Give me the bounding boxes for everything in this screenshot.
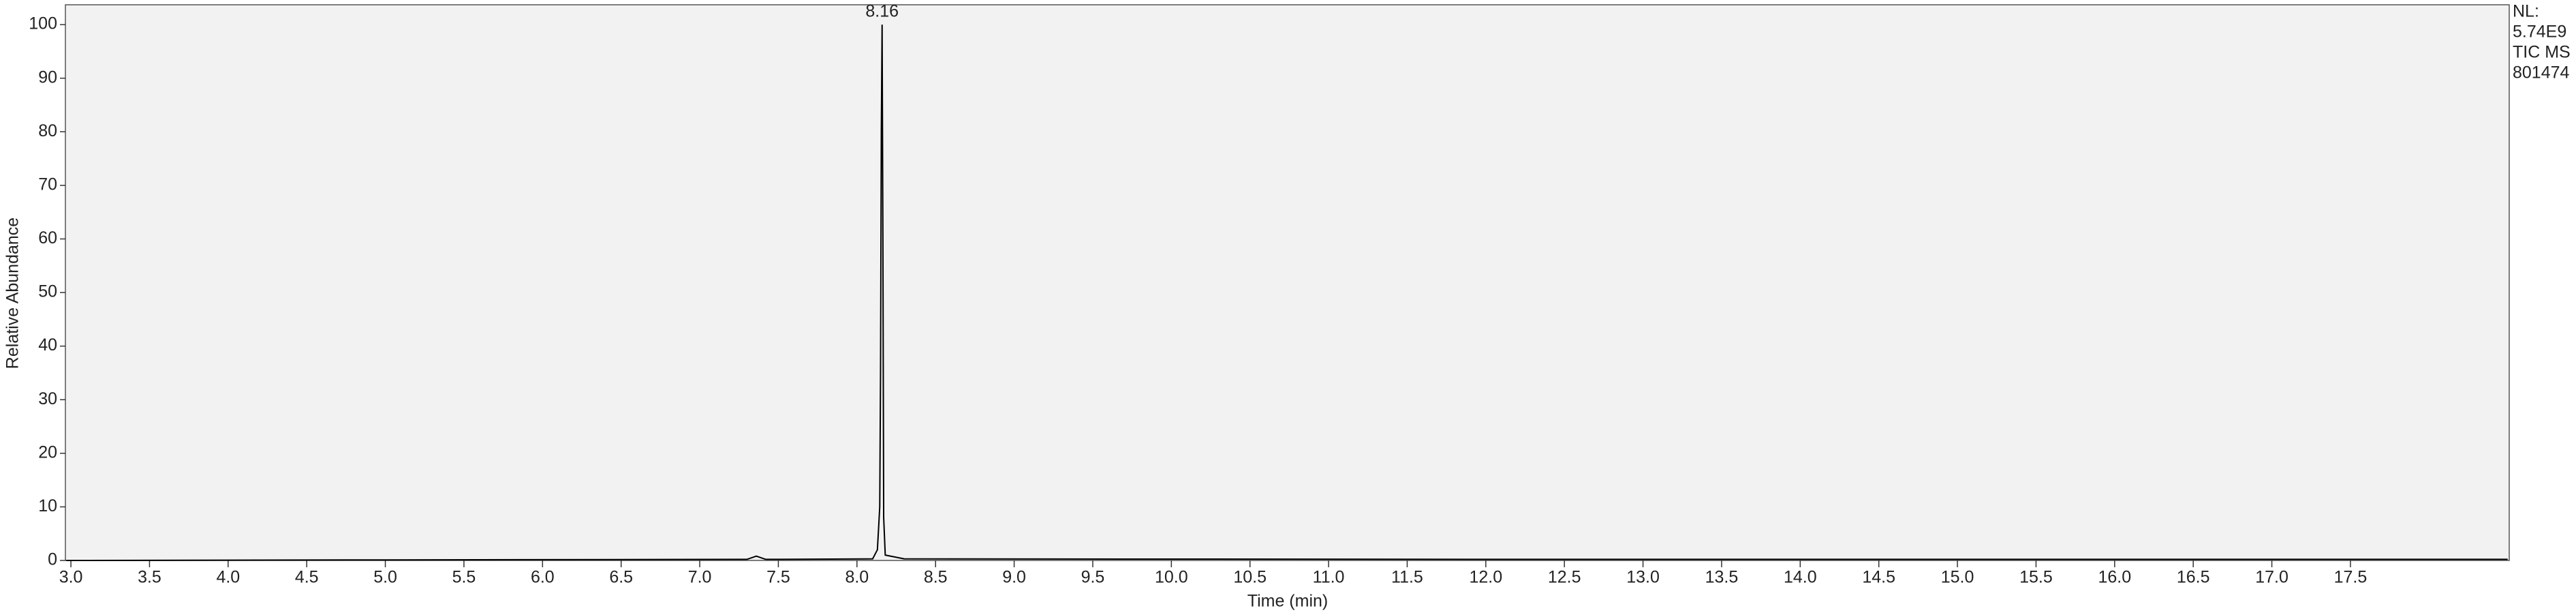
plot-area	[65, 4, 2510, 561]
x-tick-label: 14.5	[1862, 568, 1895, 587]
x-tick-label: 6.5	[609, 568, 633, 587]
x-tick-label: 16.0	[2098, 568, 2131, 587]
y-tick-label: 70	[38, 175, 57, 194]
info-text: 801474	[2513, 63, 2570, 82]
x-tick-label: 10.5	[1233, 568, 1267, 587]
x-tick-label: 15.0	[1941, 568, 1974, 587]
x-tick-label: 8.0	[845, 568, 869, 587]
x-tick-label: 13.5	[1705, 568, 1739, 587]
x-tick-label: 9.0	[1002, 568, 1026, 587]
trace	[66, 25, 2508, 561]
y-axis-label: Relative Abundance	[3, 217, 22, 369]
info-text: TIC MS	[2513, 43, 2571, 62]
x-tick-label: 9.5	[1081, 568, 1105, 587]
x-tick-label: 6.0	[531, 568, 555, 587]
x-tick-label: 4.0	[216, 568, 240, 587]
x-tick-label: 12.0	[1469, 568, 1502, 587]
x-tick-label: 17.5	[2334, 568, 2368, 587]
x-tick-label: 3.0	[59, 568, 83, 587]
x-tick-label: 3.5	[138, 568, 161, 587]
x-tick-label: 15.5	[2019, 568, 2053, 587]
x-tick-label: 17.0	[2255, 568, 2288, 587]
y-tick-label: 20	[38, 442, 57, 462]
y-tick-label: 90	[38, 68, 57, 87]
x-tick-label: 12.5	[1548, 568, 1581, 587]
x-tick-label: 4.5	[295, 568, 319, 587]
x-tick-label: 10.0	[1155, 568, 1188, 587]
info-text: NL:	[2513, 2, 2539, 21]
x-tick-label: 5.0	[373, 568, 397, 587]
y-tick-label: 60	[38, 228, 57, 247]
x-tick-label: 11.5	[1391, 568, 1423, 587]
y-tick-label: 80	[38, 121, 57, 140]
y-tick-label: 40	[38, 335, 57, 355]
x-tick-label: 7.5	[766, 568, 790, 587]
x-tick-label: 7.0	[688, 568, 712, 587]
x-tick-label: 16.5	[2177, 568, 2210, 587]
peak-label: 8.16	[865, 2, 899, 21]
info-text: 5.74E9	[2513, 22, 2566, 42]
x-tick-label: 14.0	[1784, 568, 1817, 587]
y-tick-label: 50	[38, 282, 57, 301]
y-tick-label: 0	[48, 550, 57, 569]
x-tick-label: 13.0	[1626, 568, 1660, 587]
x-axis-label: Time (min)	[1247, 592, 1329, 611]
y-tick-label: 10	[38, 496, 57, 515]
y-tick-label: 100	[29, 14, 57, 33]
x-tick-label: 8.5	[924, 568, 948, 587]
x-tick-label: 11.0	[1313, 568, 1345, 587]
x-tick-label: 5.5	[452, 568, 476, 587]
y-tick-label: 30	[38, 389, 57, 408]
